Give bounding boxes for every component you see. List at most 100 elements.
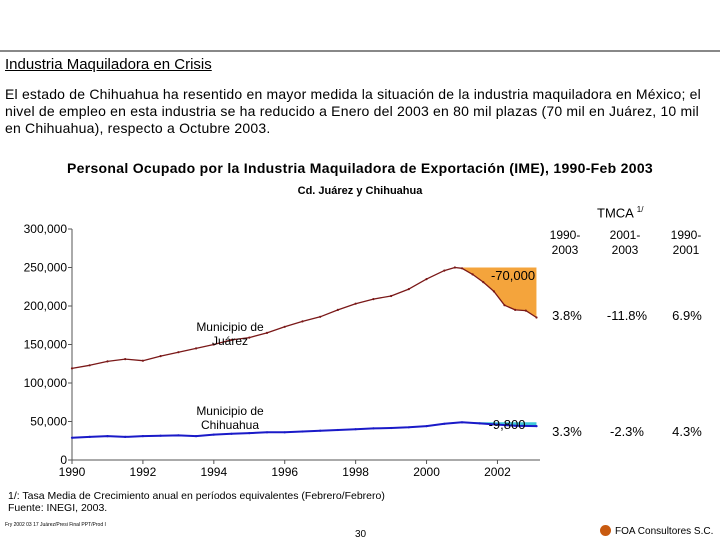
data-point-chihuahua [283, 431, 286, 434]
chart-subtitle: Cd. Juárez y Chihuahua [297, 185, 423, 197]
data-point-juarez [177, 351, 180, 354]
data-point-chihuahua [354, 428, 357, 431]
tmca-juarez-2001-2003: -11.8% [606, 308, 648, 323]
data-point-chihuahua [230, 432, 233, 435]
tmca-col-2001-2003: 2001- 2003 [595, 228, 655, 258]
tmca-juarez-1990-2001: 6.9% [672, 308, 702, 323]
data-point-chihuahua [265, 431, 269, 434]
y-tick-label: 100,000 [24, 376, 68, 390]
data-point-chihuahua [443, 422, 446, 425]
juarez-drop-area [454, 267, 537, 318]
data-point-juarez [503, 304, 506, 307]
data-point-juarez [230, 338, 233, 341]
tmca-col-1990-2001: 1990- 2001 [656, 228, 716, 258]
tmca-title-text: TMCA [597, 205, 634, 221]
y-tick-label: 50,000 [30, 415, 67, 429]
data-point-juarez [88, 364, 91, 367]
data-point-chihuahua [319, 429, 322, 432]
tmca-col-3-line-1: 1990- [670, 228, 702, 242]
chihuahua-drop-label: -9,800 [488, 417, 526, 432]
data-point-juarez [460, 267, 464, 270]
data-point-chihuahua [88, 435, 91, 438]
x-tick-label: 1992 [130, 465, 157, 479]
slide-title: Industria Maquiladora en Crisis [5, 56, 212, 73]
data-point-juarez [265, 331, 269, 334]
tmca-title: TMCA 1/ [597, 205, 643, 220]
data-point-chihuahua [372, 427, 375, 430]
tmca-chihuahua-1990-2003: 3.3% [552, 424, 582, 439]
data-point-chihuahua [496, 423, 499, 426]
data-point-juarez [319, 315, 322, 318]
data-point-juarez [354, 302, 357, 305]
footnote: 1/: Tasa Media de Crecimiento anual en p… [8, 490, 385, 514]
series-line-chihuahua [71, 421, 537, 439]
x-tick-label: 2002 [484, 465, 511, 479]
tmca-col-1-line-2: 2003 [551, 243, 579, 257]
data-point-chihuahua [248, 432, 251, 435]
tmca-footnote-ref: 1/ [636, 205, 644, 214]
tmca-col-2-line-1: 2001- [609, 228, 641, 242]
file-path: Fry 2002 03 17 Juárez/Presi Final PPT/Pr… [5, 522, 106, 528]
tmca-col-2-line-2: 2003 [611, 243, 639, 257]
chart-title: Personal Ocupado por la Industria Maquil… [67, 160, 653, 176]
tmca-juarez-1990-2003: 3.8% [552, 308, 582, 323]
data-point-chihuahua [460, 421, 464, 424]
juarez-series-label: Municipio de Juárez [196, 320, 264, 348]
tmca-col-1-line-1: 1990- [549, 228, 581, 242]
company-name: FOA Consultores S.C. [615, 526, 714, 537]
data-point-juarez [471, 273, 474, 276]
data-point-chihuahua [195, 435, 198, 438]
data-point-juarez [407, 288, 410, 291]
data-point-juarez [390, 294, 393, 298]
x-tick-label: 1998 [342, 465, 369, 479]
y-tick-label: 150,000 [24, 338, 68, 352]
data-point-juarez [514, 308, 517, 311]
data-point-juarez [453, 266, 456, 269]
data-point-chihuahua [124, 435, 127, 438]
data-point-juarez [248, 336, 251, 339]
data-point-chihuahua [478, 422, 481, 425]
data-point-juarez [283, 325, 286, 328]
data-point-chihuahua [336, 428, 339, 432]
data-point-juarez [336, 308, 339, 311]
intro-paragraph: El estado de Chihuahua ha resentido en m… [5, 86, 701, 136]
data-point-juarez [524, 309, 527, 312]
juarez-drop-label: -70,000 [490, 268, 536, 283]
tmca-chihuahua-1990-2001: 4.3% [672, 424, 702, 439]
data-point-chihuahua [514, 424, 517, 427]
y-tick-label: 300,000 [24, 222, 68, 236]
data-point-juarez [159, 355, 162, 358]
data-point-juarez [301, 320, 304, 323]
x-tick-label: 1990 [59, 465, 86, 479]
y-tick-label: 250,000 [24, 261, 68, 275]
y-tick-label: 0 [60, 453, 67, 467]
data-point-juarez [443, 269, 446, 272]
data-point-chihuahua [70, 436, 74, 439]
x-tick-label: 1994 [200, 465, 227, 479]
data-point-juarez [492, 290, 495, 293]
data-point-juarez [124, 358, 127, 361]
data-point-chihuahua [177, 434, 180, 437]
data-point-juarez [482, 281, 485, 284]
data-point-juarez [106, 360, 109, 363]
footnote-tmca: 1/: Tasa Media de Crecimiento anual en p… [8, 490, 385, 502]
data-point-chihuahua [301, 430, 304, 433]
foa-logo-icon [600, 525, 611, 536]
company-footer: FOA Consultores S.C. [600, 525, 713, 537]
data-point-juarez [70, 367, 74, 370]
x-tick-label: 1996 [271, 465, 298, 479]
data-point-chihuahua [390, 426, 393, 430]
data-point-juarez [141, 359, 144, 362]
data-point-chihuahua [535, 425, 538, 428]
tmca-col-3-line-2: 2001 [672, 243, 700, 257]
data-point-chihuahua [425, 425, 428, 428]
tmca-col-1990-2003: 1990- 2003 [535, 228, 595, 258]
data-point-juarez [535, 316, 538, 319]
data-point-chihuahua [141, 435, 144, 438]
data-point-chihuahua [212, 433, 215, 436]
data-point-chihuahua [106, 435, 109, 438]
series-line-juarez [71, 266, 537, 370]
chihuahua-series-label: Municipio de Chihuahua [196, 404, 264, 432]
data-point-juarez [425, 278, 428, 281]
